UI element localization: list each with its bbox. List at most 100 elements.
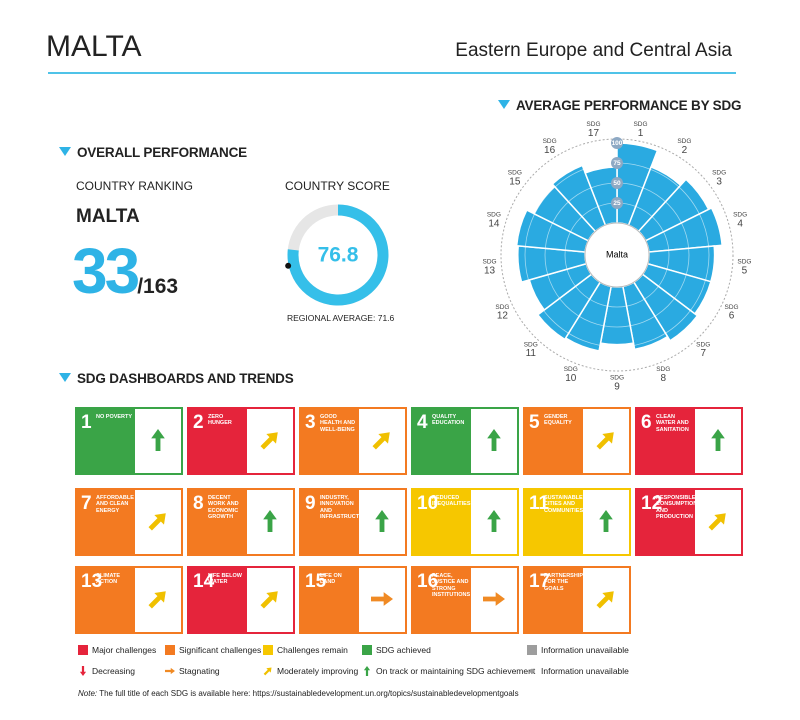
sdg-title: SUSTAINABLE CITIES AND COMMUNITIES	[544, 495, 584, 514]
category-label: 9	[614, 382, 620, 393]
sdg-number: 7	[81, 493, 92, 514]
legend-label: Significant challenges	[179, 645, 262, 655]
sdg-icon-area	[525, 490, 583, 554]
legend-label: On track or maintaining SDG achievement	[376, 666, 536, 676]
category-label: 12	[497, 311, 509, 322]
trend-icon	[711, 429, 725, 451]
category-label: 16	[544, 145, 556, 156]
section-heading: OVERALL PERFORMANCE	[59, 145, 247, 160]
trend-arrow	[599, 510, 613, 532]
category-prefix: SDG	[656, 366, 670, 373]
trend-icon	[708, 513, 726, 531]
trend-arrow	[263, 510, 277, 532]
legend-arrow	[165, 667, 175, 675]
swatch	[263, 645, 273, 655]
category-prefix: SDG	[543, 138, 557, 145]
trend-icon	[263, 510, 277, 532]
sdg-icon-area	[413, 409, 471, 473]
sdg-tile: 11 SUSTAINABLE CITIES AND COMMUNITIES	[523, 488, 631, 556]
regional-average-label: REGIONAL AVERAGE:	[287, 313, 376, 323]
swatch	[165, 645, 175, 655]
sdg-icon-area	[301, 409, 359, 473]
sdg-title: GENDER EQUALITY	[544, 414, 572, 427]
gauge-arc	[287, 204, 389, 306]
legend-item: Decreasing	[78, 665, 135, 677]
center-label: Malta	[606, 249, 628, 259]
sdg-title: CLEAN WATER AND SANITATION	[656, 414, 689, 433]
category-prefix: SDG	[696, 341, 710, 348]
legend-swatch	[527, 645, 537, 655]
section-heading: AVERAGE PERFORMANCE BY SDG	[497, 98, 742, 113]
sdg-icon-area	[413, 490, 471, 554]
category-label: 15	[509, 177, 521, 188]
sdg-number: 16	[417, 571, 439, 592]
r-tick-label: 25	[613, 200, 621, 207]
trend-arrow	[260, 432, 278, 450]
legend-arrow	[79, 666, 87, 676]
category-label: 4	[737, 219, 743, 230]
category-label: 11	[526, 348, 537, 359]
trend-icon	[483, 592, 505, 606]
sdg-title: PEACE, JUSTICE AND STRONG INSTITUTIONS	[432, 573, 471, 598]
category-label: 5	[742, 265, 748, 276]
category-prefix: SDG	[725, 304, 739, 311]
sdg-tile: 13 CLIMATE ACTION	[75, 566, 183, 634]
legend-item: Stagnating	[165, 665, 220, 677]
sdg-number: 11	[529, 493, 550, 514]
trend-arrow	[487, 429, 501, 451]
r-tick-label: 50	[613, 180, 621, 187]
legend-label: SDG achieved	[376, 645, 431, 655]
sdg-number: 12	[641, 493, 663, 514]
swatch	[78, 645, 88, 655]
r-tick-marker	[611, 177, 623, 189]
sdg-tile: 15 LIFE ON LAND	[299, 566, 407, 634]
sdg-title: GOOD HEALTH AND WELL-BEING	[320, 414, 356, 433]
category-label: 7	[700, 348, 706, 359]
sdg-tile: 3 GOOD HEALTH AND WELL-BEING	[299, 407, 407, 475]
sdg-number: 3	[305, 412, 316, 433]
legend-item: Challenges remain	[263, 645, 348, 655]
sdg-icon-area	[189, 490, 247, 554]
sdg-number: 10	[417, 493, 439, 514]
trend-icon	[599, 510, 613, 532]
trend-icon	[151, 429, 165, 451]
reference-dot	[285, 262, 292, 269]
sdg-tile: 14 LIFE BELOW WATER	[187, 566, 295, 634]
legend-label: Moderately improving	[277, 666, 359, 676]
category-label: 10	[565, 373, 577, 384]
score-label: COUNTRY SCORE	[285, 179, 390, 193]
sdg-number: 6	[641, 412, 652, 433]
category-prefix: SDG	[712, 170, 726, 177]
regional-average: REGIONAL AVERAGE: 71.6	[287, 313, 394, 323]
sdg-number: 17	[529, 571, 551, 592]
legend-swatch	[263, 645, 273, 655]
note-text: The full title of each SDG is available …	[99, 689, 519, 698]
trend-arrow	[596, 591, 614, 609]
category-label: 1	[638, 128, 644, 139]
trend-arrow	[165, 667, 175, 675]
category-prefix: SDG	[564, 366, 578, 373]
trend-arrow	[79, 666, 87, 676]
rank-total: /163	[137, 275, 179, 298]
sdg-tile: 17 PARTNERSHIPS FOR THE GOALS	[523, 566, 631, 634]
sdg-number: 2	[193, 412, 204, 433]
sdg-icon-area	[525, 568, 583, 632]
legend-item: Information unavailable	[527, 645, 629, 655]
score-value: 76.8	[318, 244, 359, 267]
trend-arrow	[148, 591, 166, 609]
category-label: 13	[484, 265, 496, 276]
category-prefix: SDG	[737, 259, 751, 266]
sdg-number: 14	[193, 571, 215, 592]
sdg-number: 13	[81, 571, 103, 592]
rank: 33/163	[72, 236, 178, 322]
legend-item: On track or maintaining SDG achievement	[362, 665, 535, 677]
legend-arrow	[363, 666, 371, 676]
trend-arrow	[487, 510, 501, 532]
r-tick-marker	[611, 157, 623, 169]
trend-arrow	[260, 591, 278, 609]
sdg-icon-area	[189, 568, 247, 632]
legend-item: Significant challenges	[165, 645, 261, 655]
sdg-tile: 2 ZERO HUNGER	[187, 407, 295, 475]
trend-arrow	[711, 429, 725, 451]
sdg-icon-area	[637, 490, 695, 554]
